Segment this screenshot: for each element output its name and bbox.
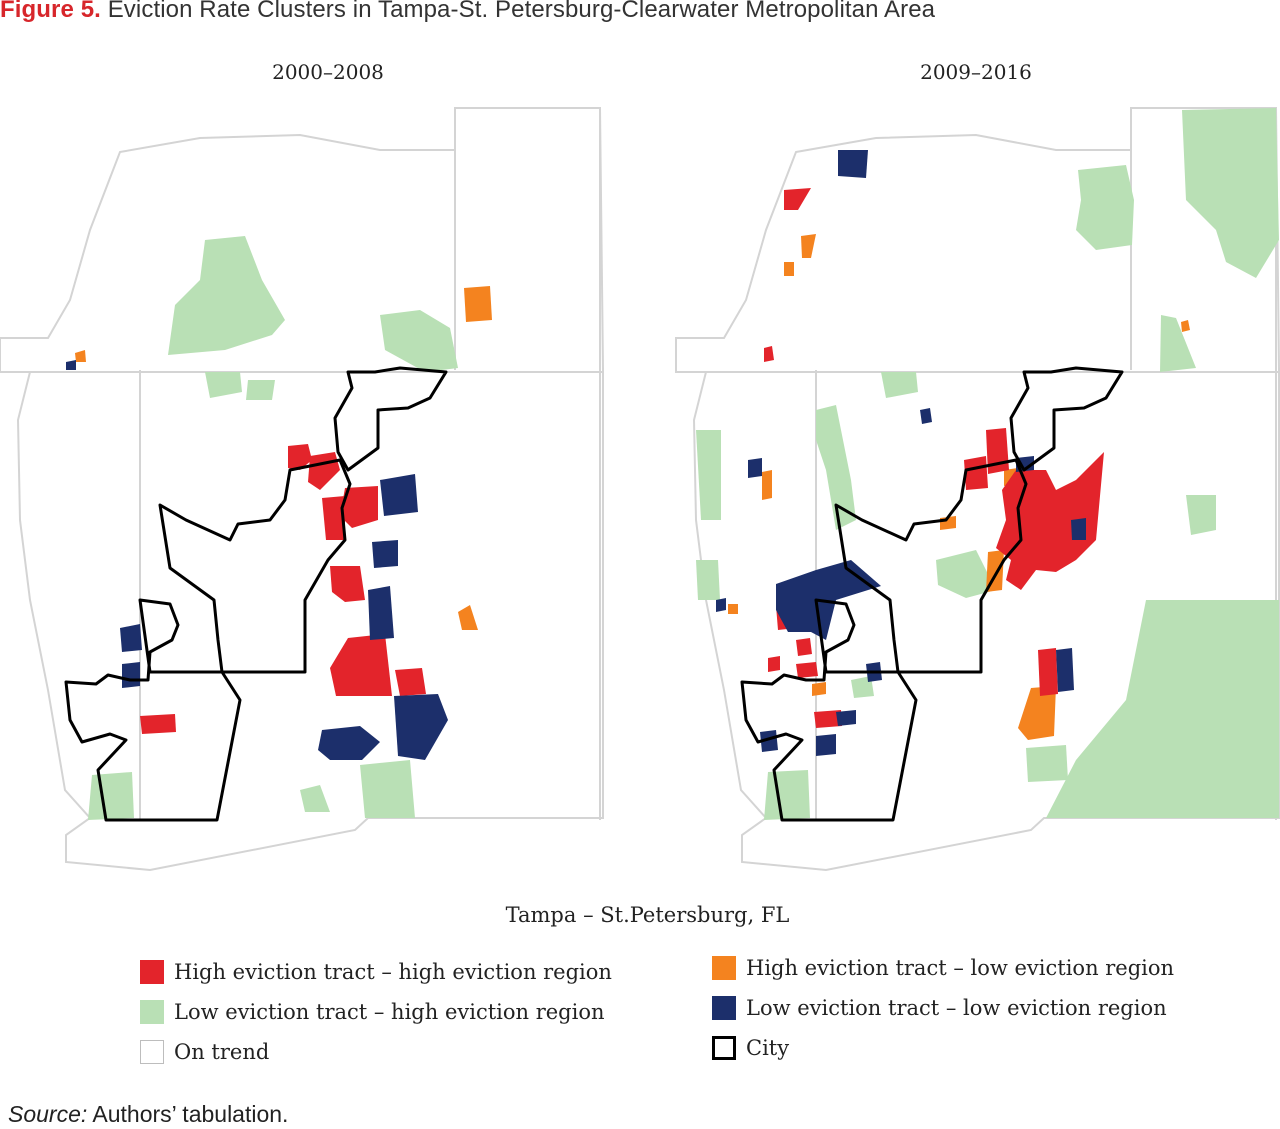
swatch-low-high [140,1000,164,1024]
legend-label-city: City [746,1036,790,1060]
legend-high-low: High eviction tract – low eviction regio… [712,956,1174,980]
swatch-high-high [140,960,164,984]
maps [0,107,1280,871]
source-label: Source: [8,1101,88,1127]
high-high-tracts-2000 [140,444,426,734]
low-high-tracts-2016 [696,108,1279,820]
legend-city: City [712,1036,789,1060]
legend-label-on-trend: On trend [174,1040,270,1064]
legend-low-high: Low eviction tract – high eviction regio… [140,1000,605,1024]
high-low-tracts-2000 [75,286,492,630]
figure-label: Figure 5. [0,0,101,23]
legend-label-low-low: Low eviction tract – low eviction region [746,996,1167,1020]
panel-period-left: 2000–2008 [272,60,384,84]
swatch-low-low [712,996,736,1020]
map-panel-2000-2008 [0,107,604,871]
low-high-tracts-2000 [88,236,458,820]
legend-label-low-high: Low eviction tract – high eviction regio… [174,1000,605,1024]
figure-title-text: Eviction Rate Clusters in Tampa-St. Pete… [107,0,936,23]
figure-title: Figure 5. Eviction Rate Clusters in Tamp… [0,0,935,24]
map-panel-2009-2016 [675,107,1280,871]
legend-label-high-high: High eviction tract – high eviction regi… [174,960,612,984]
low-low-tracts-2000 [66,360,448,760]
source-text: Authors’ tabulation. [92,1101,289,1127]
swatch-high-low [712,956,736,980]
swatch-on-trend [140,1040,164,1064]
region-caption: Tampa – St.Petersburg, FL [505,903,790,927]
swatch-city [712,1036,736,1060]
legend-label-high-low: High eviction tract – low eviction regio… [746,956,1175,980]
source-note: Source: Authors’ tabulation. [8,1101,288,1128]
legend-on-trend: On trend [140,1040,269,1064]
high-high-tracts-2016 [764,188,1104,728]
legend-high-high: High eviction tract – high eviction regi… [140,960,612,984]
panel-period-right: 2009–2016 [920,60,1032,84]
legend-low-low: Low eviction tract – low eviction region [712,996,1167,1020]
